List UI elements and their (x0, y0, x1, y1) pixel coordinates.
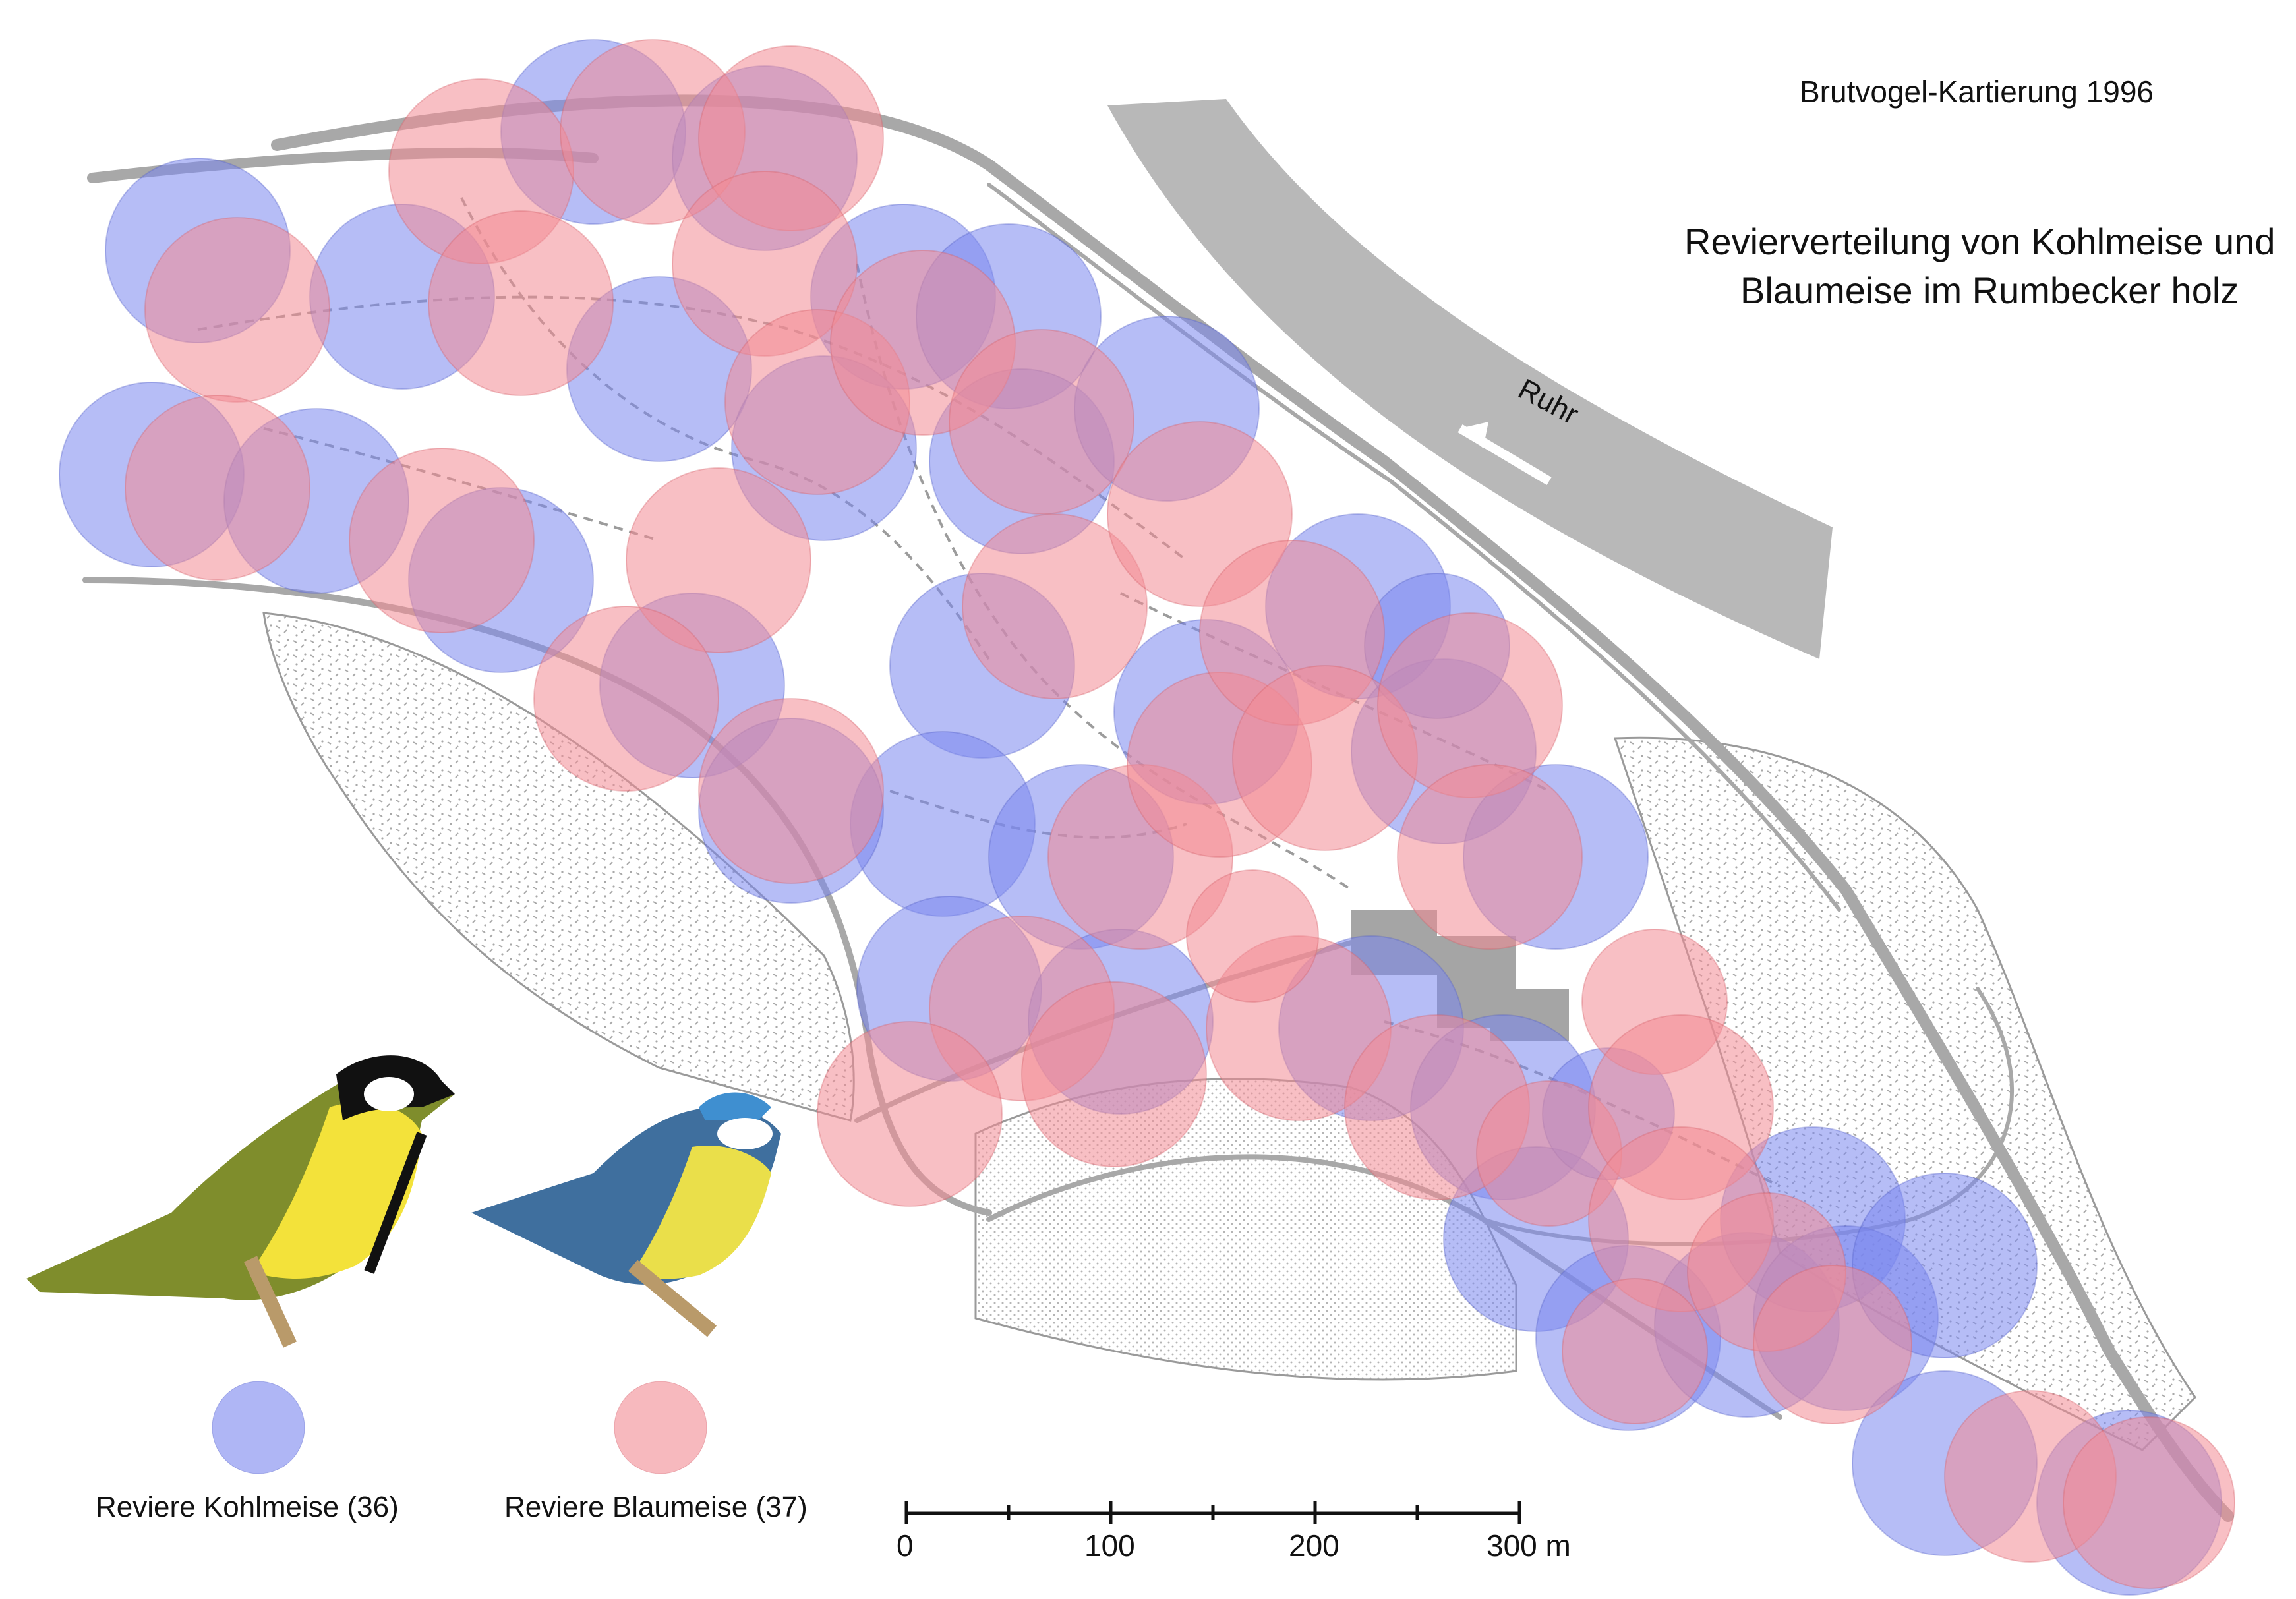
legend-kohlmeise-circle (212, 1381, 305, 1474)
blaumeise-territory (533, 606, 719, 792)
blaumeise-territory (626, 467, 811, 653)
blaumeise-territory (125, 395, 310, 581)
blaumeise-territory (698, 698, 884, 884)
blaumeise-territories (125, 39, 2235, 1589)
scale-tick-200: 200 (1289, 1528, 1339, 1563)
kohlmeise-illustration (26, 1055, 455, 1348)
blaumeise-territory (962, 513, 1148, 699)
legend-blaumeise-label: Reviere Blaumeise (37) (504, 1491, 808, 1523)
blaumeise-territory (428, 210, 614, 396)
legend-blaumeise-circle (614, 1381, 707, 1474)
scale-tick-0: 0 (897, 1528, 914, 1563)
blaumeise-territory (1021, 981, 1207, 1167)
blaumeise-territory (2063, 1416, 2235, 1589)
blaumeise-territory (817, 1021, 1003, 1207)
survey-label: Brutvogel-Kartierung 1996 (1800, 74, 2154, 109)
blaumeise-territory (1397, 764, 1583, 950)
scale-bar (904, 1501, 1521, 1524)
blaumeise-territory (144, 217, 330, 403)
blaumeise-territory (1753, 1265, 1912, 1424)
blaumeise-territory (1562, 1278, 1708, 1424)
blaumeise-territory (949, 329, 1134, 515)
river-ruhr (1107, 99, 1833, 659)
legend-kohlmeise-label: Reviere Kohlmeise (36) (96, 1491, 399, 1523)
blaumeise-territory (1186, 869, 1319, 1003)
map-title-line2: Blaumeise im Rumbecker holz (1740, 270, 2239, 311)
blaumeise-illustration (471, 1092, 781, 1337)
scale-tick-300: 300 m (1487, 1528, 1571, 1563)
scale-tick-100: 100 (1084, 1528, 1135, 1563)
blaumeise-territory (349, 448, 535, 633)
map-title-line1: Revierverteilung von Kohlmeise und (1684, 221, 2276, 262)
